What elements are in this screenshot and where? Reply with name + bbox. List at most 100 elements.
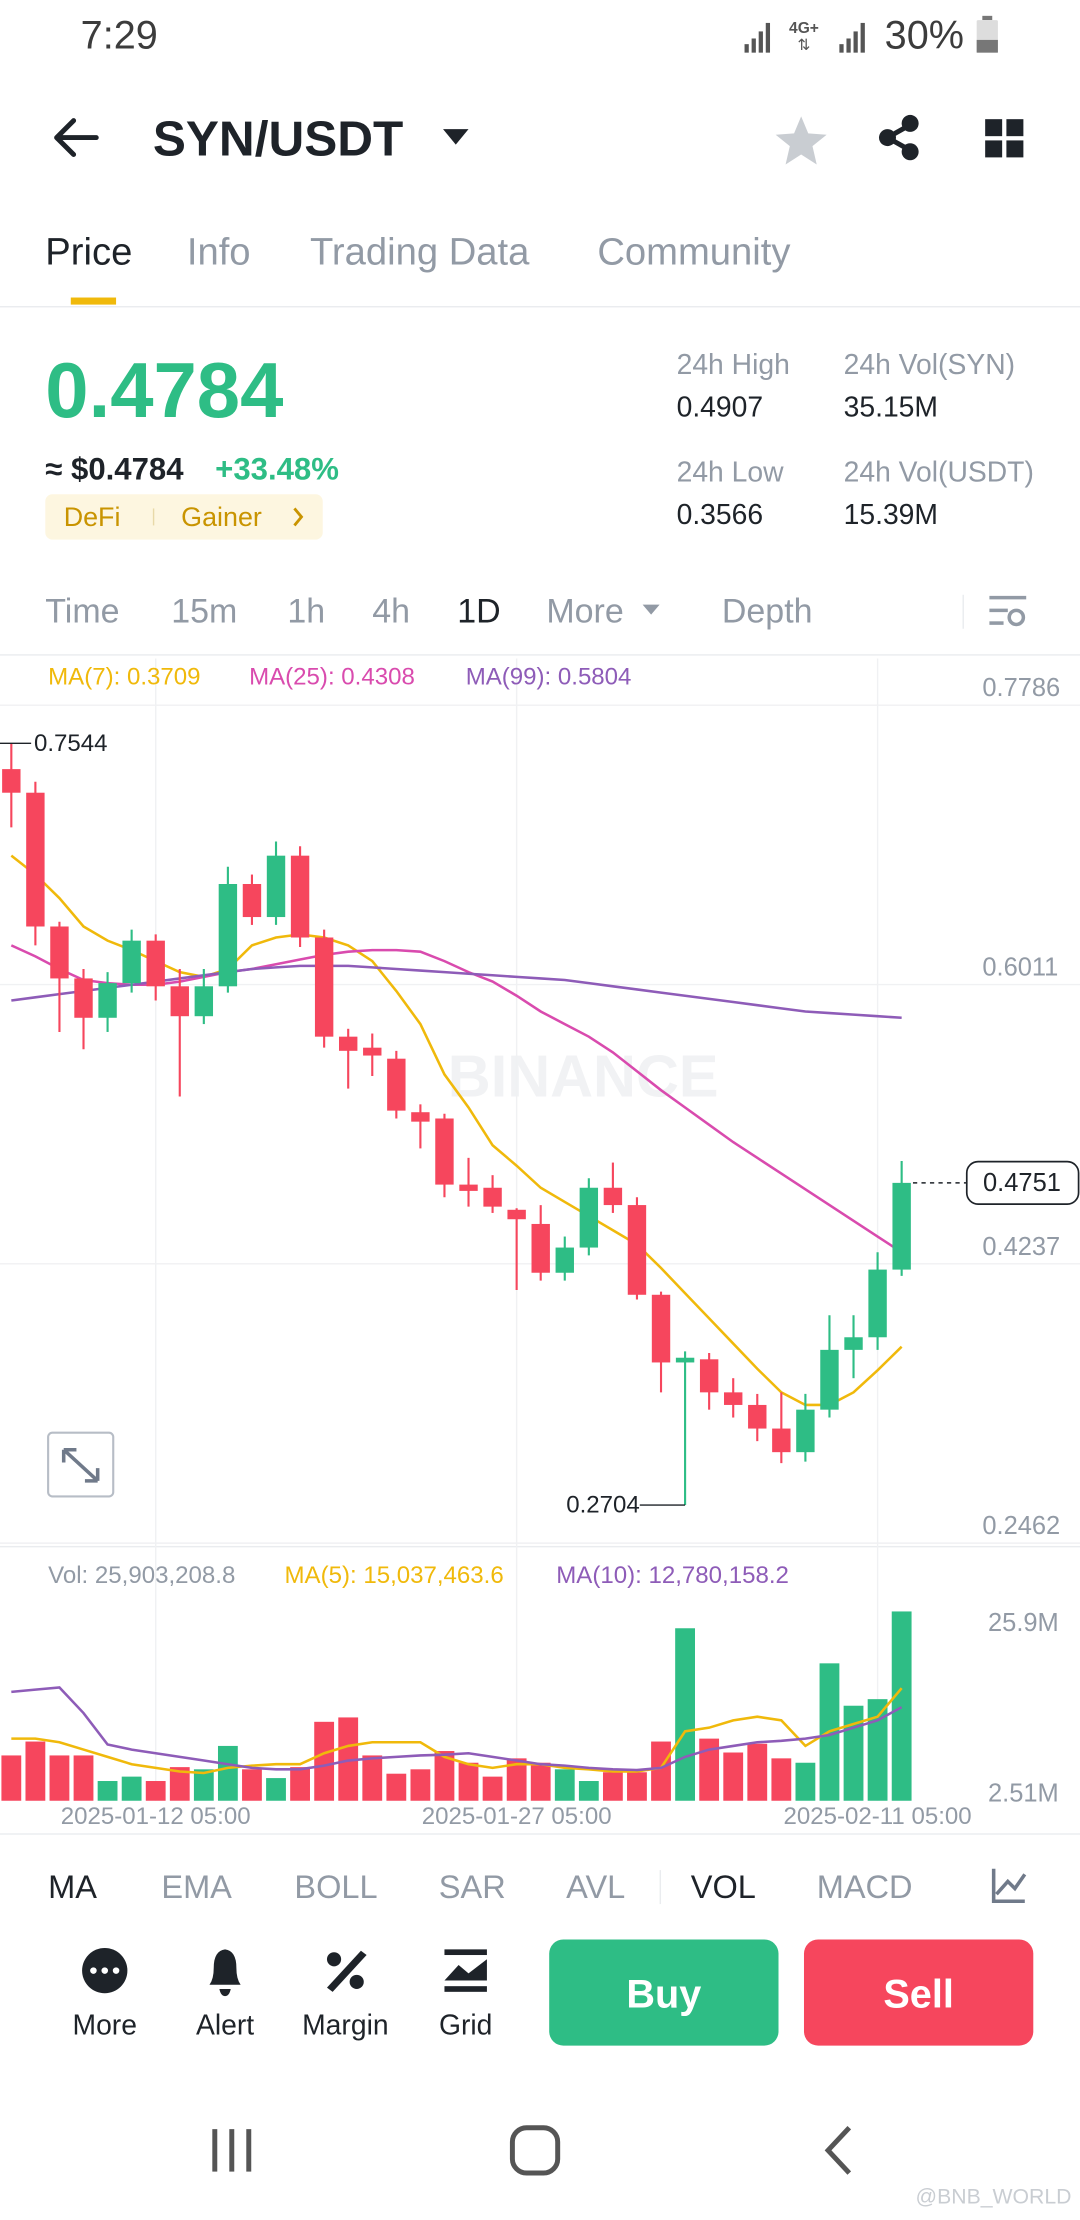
recents-button[interactable] <box>212 2129 252 2172</box>
x-tick-label: 2025-01-27 05:00 <box>422 1803 612 1830</box>
indicator[interactable]: MACD <box>817 1869 913 1905</box>
interval[interactable]: Depth <box>722 593 813 631</box>
candle-body <box>170 986 189 1017</box>
volume-bar <box>121 1776 142 1801</box>
volume-bar <box>482 1776 503 1801</box>
alert-icon[interactable] <box>209 1949 241 1997</box>
fiat-price: ≈ $0.4784 <box>45 451 184 486</box>
volume-bar <box>386 1773 407 1801</box>
indicator-settings[interactable] <box>991 1868 1027 1904</box>
legend-entry: MA(99): 0.5804 <box>466 663 632 690</box>
grid-icon[interactable] <box>444 1949 487 1992</box>
tab[interactable]: Info <box>187 231 251 274</box>
divider <box>0 654 1080 656</box>
legend-entry: MA(25): 0.4308 <box>249 663 415 690</box>
watermark: @BNB_WORLD <box>916 2186 1072 2209</box>
legend-entry: MA(10): 12,780,158.2 <box>556 1562 789 1589</box>
interval[interactable]: 1D <box>457 593 500 631</box>
sell-label[interactable]: Sell <box>883 1973 954 2017</box>
volume-ma-line <box>11 1686 903 1772</box>
y-tick-label: 2.51M <box>988 1780 1059 1808</box>
stat-value: 15.39M <box>844 498 938 530</box>
volume-bar <box>145 1781 166 1801</box>
indicator[interactable]: BOLL <box>294 1869 377 1905</box>
candle-body <box>748 1404 767 1429</box>
indicator[interactable]: AVL <box>566 1869 625 1905</box>
y-tick-label: 0.4237 <box>982 1233 1060 1261</box>
tag[interactable]: DeFi <box>64 502 121 532</box>
volume-bar <box>891 1611 912 1801</box>
battery-icon <box>976 15 998 53</box>
candle-body <box>74 978 93 1018</box>
candle-body <box>579 1187 599 1248</box>
interval[interactable]: 15m <box>171 593 237 631</box>
volume-bar <box>1 1755 22 1801</box>
candle-body <box>122 940 141 984</box>
candle-body <box>724 1392 743 1405</box>
stat-value: 35.15M <box>844 391 938 423</box>
interval[interactable]: 4h <box>372 593 410 631</box>
volume-bar <box>602 1772 623 1801</box>
tab[interactable]: Price <box>45 231 132 274</box>
candle-body <box>651 1294 671 1363</box>
candle-body <box>146 940 165 987</box>
tag[interactable]: Gainer <box>181 502 262 532</box>
buy-label[interactable]: Buy <box>626 1973 701 2017</box>
sell-button[interactable] <box>803 1939 1034 2046</box>
stat-label: 24h Vol(USDT) <box>844 456 1034 488</box>
candle-body <box>820 1349 839 1410</box>
more-dropdown[interactable] <box>642 604 660 615</box>
stat-value: 0.3566 <box>677 498 764 530</box>
candle-body <box>435 1118 454 1185</box>
action-label[interactable]: Alert <box>196 2008 254 2040</box>
home-button[interactable] <box>509 2125 561 2176</box>
indicator[interactable]: VOL <box>691 1869 756 1905</box>
more-icon[interactable] <box>82 1947 128 1994</box>
chart-settings[interactable] <box>989 595 1027 627</box>
interval[interactable]: 1h <box>287 593 325 631</box>
candle-body <box>507 1209 526 1220</box>
volume-bar <box>362 1755 383 1801</box>
buy-button[interactable] <box>549 1939 779 2046</box>
volume-bar <box>843 1705 864 1801</box>
candle-body <box>194 986 214 1017</box>
volume-bar <box>338 1717 359 1801</box>
indicator[interactable]: SAR <box>439 1869 506 1905</box>
indicator[interactable]: EMA <box>161 1869 232 1905</box>
candle-body <box>218 883 238 987</box>
signal-icon <box>744 22 865 53</box>
back-nav-button[interactable] <box>824 2126 852 2175</box>
divider <box>659 1870 662 1905</box>
legend-entry: MA(5): 15,037,463.6 <box>285 1562 504 1589</box>
candle-body <box>50 926 69 979</box>
back-button[interactable] <box>54 118 99 158</box>
candle-body <box>363 1047 382 1056</box>
pair-title[interactable]: SYN/USDT <box>153 111 403 166</box>
pair-dropdown[interactable] <box>443 129 469 145</box>
tab[interactable]: Trading Data <box>310 231 530 274</box>
expand-button[interactable] <box>47 1431 115 1498</box>
action-label[interactable]: More <box>73 2008 137 2040</box>
volume-bar <box>169 1767 190 1801</box>
volume-bar <box>771 1758 792 1801</box>
volume-bar <box>290 1767 310 1801</box>
candle-body <box>387 1058 406 1111</box>
interval[interactable]: More <box>546 593 623 631</box>
tag-box[interactable] <box>45 494 323 540</box>
action-label[interactable]: Grid <box>439 2008 492 2040</box>
candle-body <box>26 792 45 927</box>
layout-button[interactable] <box>985 119 1024 158</box>
indicator[interactable]: MA <box>48 1869 97 1905</box>
margin-icon[interactable] <box>326 1950 367 1992</box>
y-tick-label: 0.2462 <box>982 1512 1060 1540</box>
share-button[interactable] <box>879 114 919 161</box>
action-label[interactable]: Margin <box>302 2008 389 2040</box>
volume-bar <box>73 1755 94 1801</box>
tag-chevron <box>293 507 304 527</box>
tab[interactable]: Community <box>597 231 791 274</box>
favorite-star[interactable] <box>775 116 827 165</box>
interval[interactable]: Time <box>45 593 119 631</box>
high-label: 0.7544 <box>34 730 108 757</box>
candle-body <box>98 983 117 1018</box>
